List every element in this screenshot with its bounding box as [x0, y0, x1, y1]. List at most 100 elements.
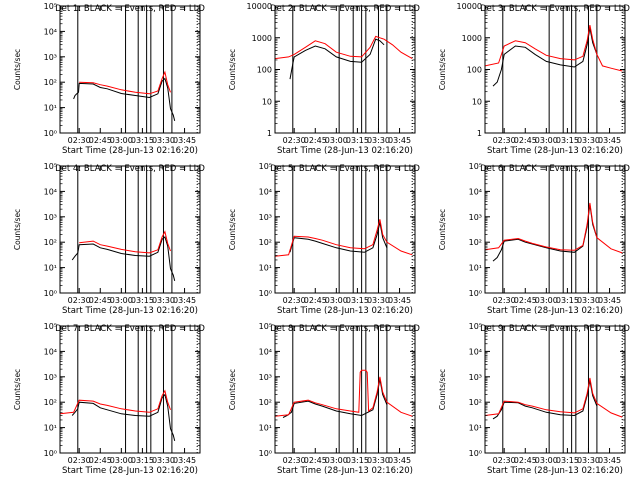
y-tick-label: 10³ [44, 53, 57, 62]
y-tick-label: 10 [472, 97, 482, 106]
y-tick-label: 10² [469, 238, 482, 247]
panel-7: 10⁰10¹10²10³10⁴10⁵02:3002:4503:0003:1503… [13, 322, 205, 476]
x-tick-label: 02:45 [304, 296, 327, 305]
x-tick-label: 03:00 [325, 136, 348, 145]
x-tick-label: 03:45 [598, 296, 621, 305]
panel-title: Det 7: BLACK = Events, RED = LLD [55, 324, 205, 334]
y-tick-label: 10² [44, 398, 57, 407]
x-tick-label: 03:30 [367, 456, 390, 465]
x-tick-label: 02:30 [283, 296, 306, 305]
x-tick-label: 03:30 [152, 136, 175, 145]
series-lld-line [79, 70, 171, 95]
y-tick-label: 10² [44, 78, 57, 87]
x-axis-label: Start Time (28-Jun-13 02:16:20) [487, 306, 623, 316]
x-tick-label: 03:15 [556, 456, 579, 465]
x-tick-label: 03:00 [110, 296, 133, 305]
y-tick-label: 10¹ [44, 264, 57, 273]
x-tick-label: 03:00 [110, 456, 133, 465]
x-axis-label: Start Time (28-Jun-13 02:16:20) [62, 466, 198, 476]
series-events-line [73, 77, 176, 122]
plot-frame [274, 5, 416, 134]
x-tick-label: 02:30 [493, 296, 516, 305]
y-axis-label: Counts/sec [228, 49, 237, 90]
y-axis-label: Counts/sec [228, 209, 237, 250]
y-axis-label: Counts/sec [438, 209, 447, 250]
y-tick-label: 10⁵ [44, 162, 57, 171]
panel-1: 10⁰10¹10²10³10⁴10⁵02:3002:4503:0003:1503… [13, 2, 205, 156]
y-tick-label: 10¹ [469, 424, 482, 433]
plot-frame [59, 5, 201, 134]
plot-frame [59, 165, 201, 294]
x-tick-label: 03:00 [535, 296, 558, 305]
y-tick-label: 10² [44, 238, 57, 247]
plot-frame [484, 165, 626, 294]
series-events-line [71, 236, 176, 282]
panel-title: Det 1: BLACK = Events, RED = LLD [55, 4, 205, 14]
y-tick-label: 1 [267, 129, 272, 138]
x-tick-label: 02:45 [514, 456, 537, 465]
y-tick-label: 10¹ [259, 424, 272, 433]
series-events-line [492, 28, 598, 87]
y-tick-label: 10² [469, 398, 482, 407]
x-tick-label: 02:45 [89, 456, 112, 465]
x-tick-label: 03:45 [173, 456, 196, 465]
y-tick-label: 10⁰ [44, 289, 57, 298]
y-tick-label: 10⁵ [44, 322, 57, 331]
y-tick-label: 10⁴ [44, 347, 57, 356]
y-tick-label: 10¹ [44, 104, 57, 113]
series-events-line [71, 393, 176, 442]
plot-frame [274, 165, 416, 294]
series-events-line [492, 204, 598, 262]
panel-6: 10⁰10¹10²10³10⁴10⁵02:3002:4503:0003:1503… [438, 162, 630, 316]
x-tick-label: 02:45 [304, 136, 327, 145]
x-tick-label: 03:30 [577, 296, 600, 305]
y-tick-label: 10¹ [469, 264, 482, 273]
y-tick-label: 10⁴ [259, 187, 272, 196]
x-tick-label: 03:30 [367, 296, 390, 305]
y-axis-label: Counts/sec [13, 49, 22, 90]
y-tick-label: 10⁴ [44, 27, 57, 36]
x-tick-label: 03:00 [535, 456, 558, 465]
series-lld-line [275, 219, 413, 257]
y-tick-label: 1 [477, 129, 482, 138]
y-axis-label: Counts/sec [228, 369, 237, 410]
x-tick-label: 02:30 [68, 456, 91, 465]
y-tick-label: 1000 [252, 34, 272, 43]
x-tick-label: 03:45 [173, 136, 196, 145]
x-axis-label: Start Time (28-Jun-13 02:16:20) [277, 306, 413, 316]
x-tick-label: 03:45 [173, 296, 196, 305]
y-tick-label: 10⁰ [469, 449, 482, 458]
x-tick-label: 03:30 [367, 136, 390, 145]
x-tick-label: 03:45 [388, 136, 411, 145]
y-tick-label: 10⁵ [44, 2, 57, 11]
x-tick-label: 02:30 [68, 136, 91, 145]
y-tick-label: 10⁴ [469, 187, 482, 196]
y-tick-label: 10⁵ [259, 322, 272, 331]
plot-frame [484, 5, 626, 134]
y-axis-label: Counts/sec [13, 369, 22, 410]
series-lld-line [485, 25, 623, 72]
x-tick-label: 03:00 [535, 136, 558, 145]
series-lld-line [485, 377, 623, 418]
x-tick-label: 03:30 [577, 456, 600, 465]
y-tick-label: 10⁰ [44, 449, 57, 458]
x-tick-label: 03:30 [152, 296, 175, 305]
y-tick-label: 10³ [44, 373, 57, 382]
panel-5: 10⁰10¹10²10³10⁴10⁵02:3002:4503:0003:1503… [228, 162, 420, 316]
y-tick-label: 10³ [259, 373, 272, 382]
x-tick-label: 03:15 [346, 456, 369, 465]
y-axis-label: Counts/sec [13, 209, 22, 250]
x-tick-label: 03:15 [556, 296, 579, 305]
x-tick-label: 03:15 [131, 456, 154, 465]
x-tick-label: 03:15 [131, 296, 154, 305]
series-lld-line [275, 35, 413, 60]
panel-title: Det 2: BLACK = Events, RED = LLD [270, 4, 420, 14]
y-tick-label: 10⁰ [469, 289, 482, 298]
series-events-line [492, 380, 598, 420]
x-tick-label: 02:30 [493, 136, 516, 145]
x-axis-label: Start Time (28-Jun-13 02:16:20) [277, 466, 413, 476]
panel-title: Det 6: BLACK = Events, RED = LLD [480, 164, 630, 174]
plot-frame [59, 325, 201, 454]
x-tick-label: 03:00 [325, 456, 348, 465]
